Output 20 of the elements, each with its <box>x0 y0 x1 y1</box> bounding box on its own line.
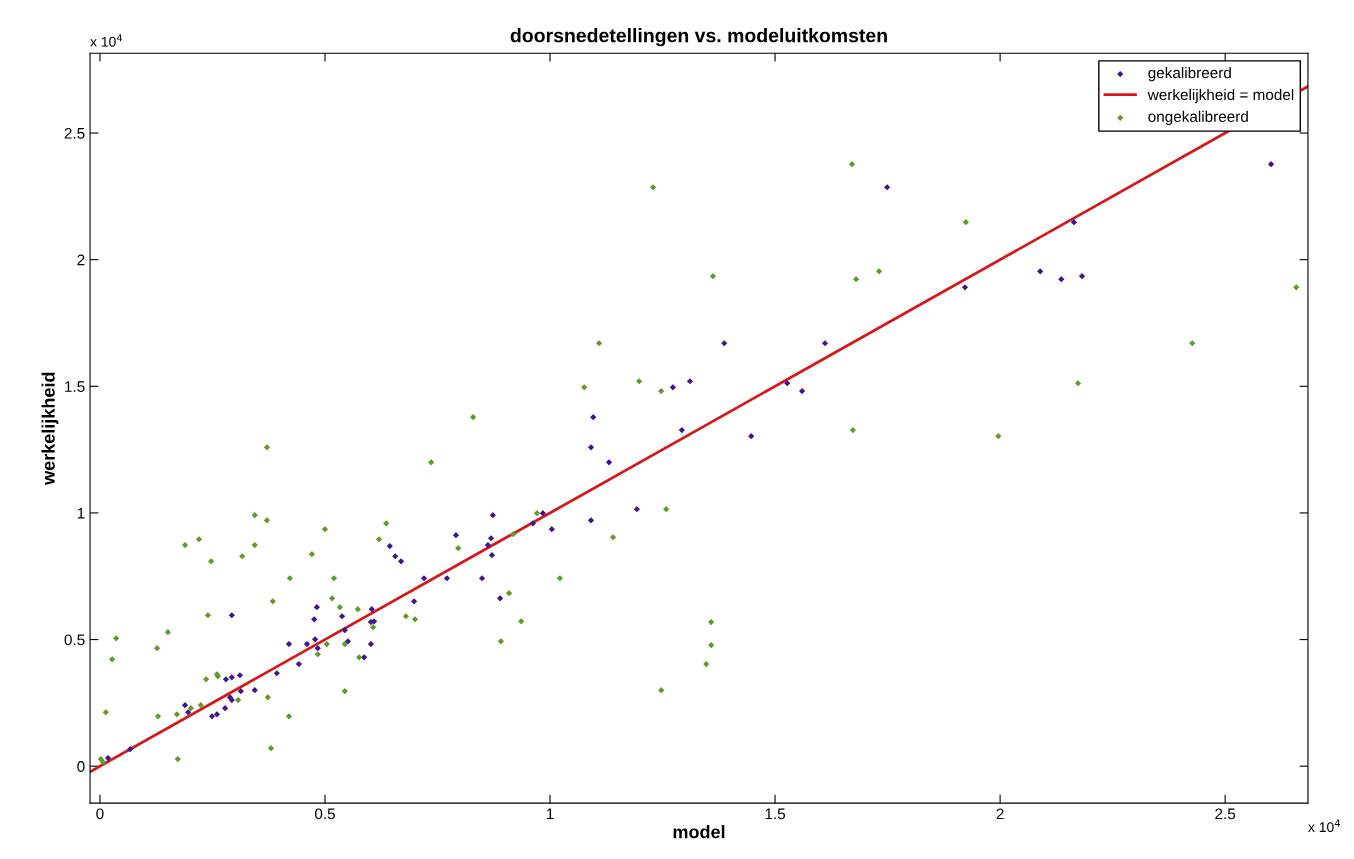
x-tick-label: 1.5 <box>765 808 786 820</box>
x-tick-label: 0.5 <box>314 808 335 820</box>
y-tick-label: 1 <box>77 507 85 519</box>
text: x 10$^{4}$ <box>1308 819 1340 833</box>
y-axis-title: werkelijkheid <box>41 372 59 485</box>
x-tick-label: 2.5 <box>1215 808 1236 820</box>
y-tick-label: 1.5 <box>65 381 85 392</box>
legend-label: ongekalibreerd <box>1148 110 1248 126</box>
x-tick-label: 1 <box>546 808 554 820</box>
x-axis-title: model <box>673 825 725 839</box>
x-tick-label: 2 <box>996 808 1004 820</box>
x-tick-label: 0 <box>96 808 104 820</box>
y-tick-label: 2.5 <box>64 127 85 139</box>
y-tick-label: 0 <box>77 761 85 772</box>
legend-label: gekalibreerd <box>1148 67 1231 82</box>
legend-label: werkelijkheid = model <box>1147 88 1294 104</box>
text: x 10$^{4}$ <box>90 34 123 47</box>
y-tick-label: 0.5 <box>64 634 85 646</box>
chart-title: doorsnedetellingen vs. modeluitkomsten <box>510 28 887 47</box>
y-tick-label: 2 <box>77 254 85 266</box>
